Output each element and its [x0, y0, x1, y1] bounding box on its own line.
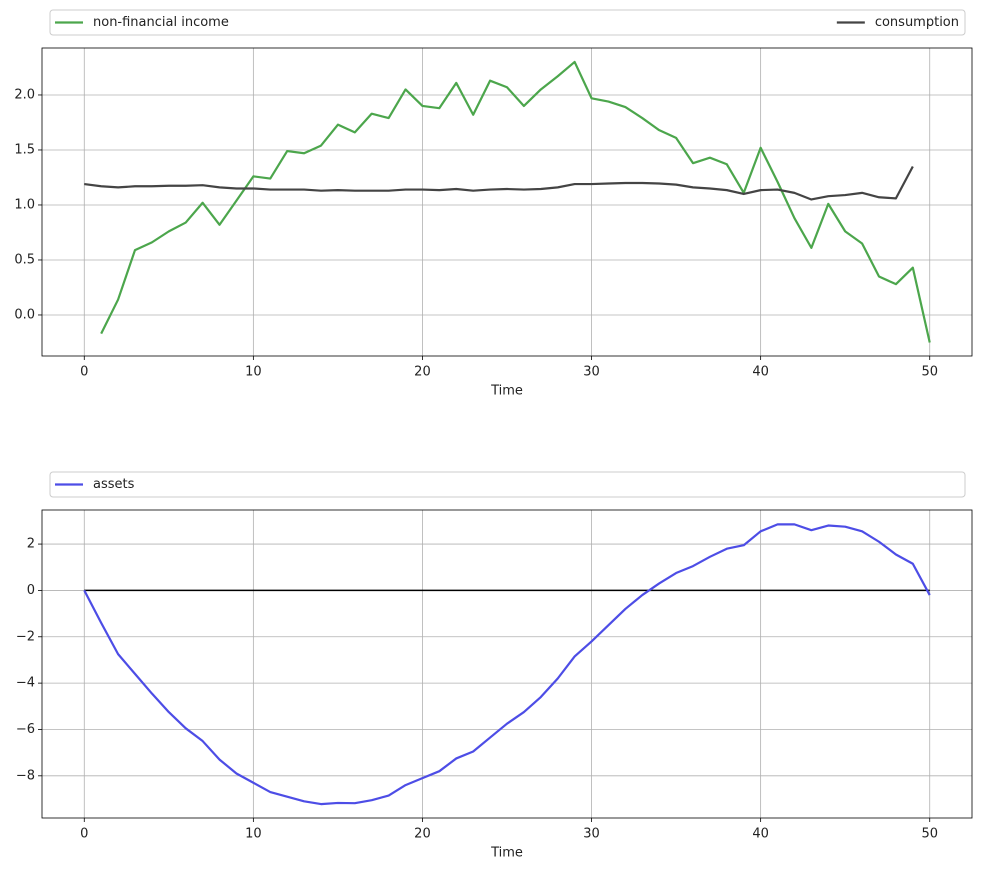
x-tick-label: 40 [752, 827, 769, 842]
series-line [100, 60, 931, 343]
legend-entry: assets [55, 477, 135, 492]
x-tick-label: 20 [414, 365, 431, 380]
x-axis-label: Time [490, 846, 523, 861]
x-axis-label: Time [490, 384, 523, 399]
x-tick-label: 30 [583, 827, 600, 842]
axes-frame [41, 47, 973, 357]
legend-label: non-financial income [93, 15, 229, 30]
legend-label: assets [93, 477, 135, 492]
series-line [83, 523, 931, 806]
x-tick-label: 30 [583, 365, 600, 380]
y-tick-label: 0.5 [14, 252, 35, 267]
x-tick-label: 50 [921, 365, 938, 380]
y-tick-label: 0 [27, 583, 35, 598]
legend-box [49, 471, 966, 498]
x-tick-label: 10 [245, 365, 262, 380]
legend-label: consumption [875, 15, 959, 30]
y-tick-label: −8 [16, 768, 35, 783]
x-tick-label: 40 [752, 365, 769, 380]
y-tick-label: −4 [16, 676, 35, 691]
x-tick-label: 50 [921, 827, 938, 842]
y-tick-label: −6 [16, 722, 35, 737]
series-line [84, 165, 914, 201]
axes-frame [41, 509, 973, 819]
x-tick-label: 0 [80, 827, 88, 842]
x-tick-label: 20 [414, 827, 431, 842]
x-tick-label: 10 [245, 827, 262, 842]
y-tick-label: −2 [16, 629, 35, 644]
y-tick-label: 2 [27, 537, 35, 552]
y-tick-label: 2.0 [14, 87, 35, 102]
legend-box [49, 9, 966, 36]
x-tick-label: 0 [80, 365, 88, 380]
y-tick-label: 0.0 [14, 307, 35, 322]
legend-entry: consumption [836, 15, 959, 30]
y-tick-label: 1.0 [14, 197, 35, 212]
legend-entry: non-financial income [55, 15, 229, 30]
y-tick-label: 1.5 [14, 142, 35, 157]
